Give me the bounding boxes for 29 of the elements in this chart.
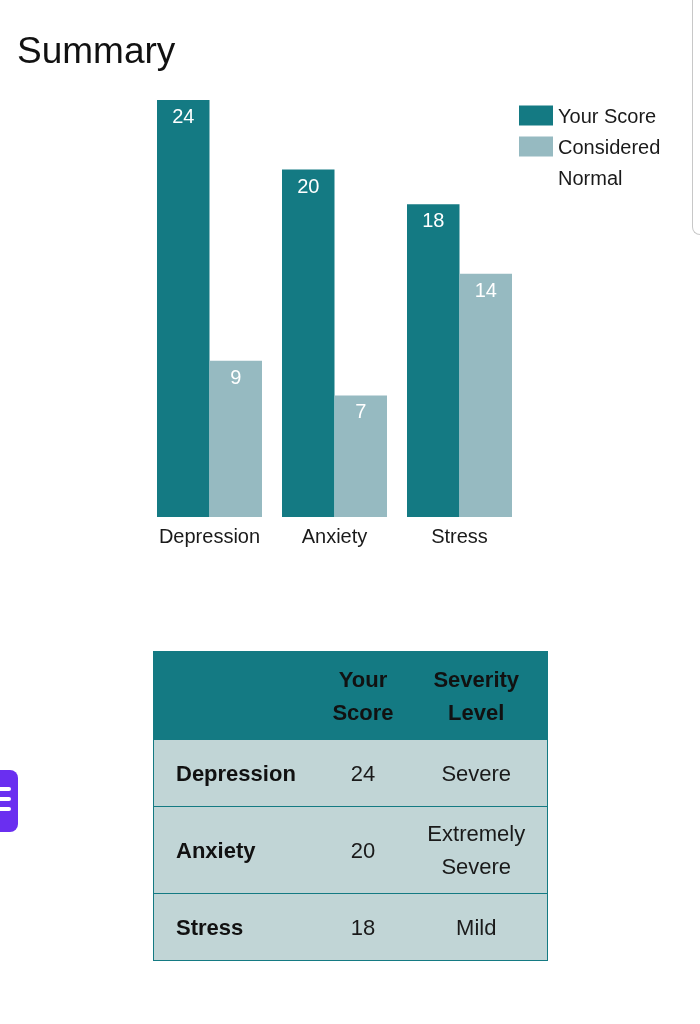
data-label: 7: [355, 400, 367, 423]
data-label: 14: [474, 278, 497, 301]
chart-title: Summary: [17, 30, 176, 71]
bar: [157, 100, 210, 517]
x-tick-label: Anxiety: [301, 525, 368, 547]
bar: [209, 360, 262, 517]
legend-label: Your Score: [558, 104, 657, 127]
category-label: Depression: [153, 739, 321, 807]
data-label: 18: [320, 893, 406, 961]
legend-label: Considered Normal: [558, 135, 666, 189]
bar: [459, 273, 512, 517]
data-label: 9: [230, 365, 242, 388]
data-label: Severe: [405, 739, 548, 807]
data-label: 18: [422, 209, 445, 232]
data-label: Mild: [405, 893, 548, 961]
data-label: 24: [172, 105, 195, 127]
category-label: Anxiety: [153, 806, 321, 894]
category-label: Stress: [153, 893, 321, 961]
x-tick-label: Depression: [158, 525, 261, 547]
series-label: Your Score: [320, 651, 406, 740]
data-label: 20: [297, 174, 320, 197]
data-label: Extremely Severe: [405, 806, 548, 894]
data-label: 24: [320, 739, 406, 807]
data-label: 20: [320, 806, 406, 894]
text: Severity Level: [405, 651, 548, 740]
bar: [407, 204, 460, 517]
x-tick-label: Stress: [431, 525, 488, 547]
bar: [334, 395, 387, 517]
bar: [282, 169, 335, 517]
